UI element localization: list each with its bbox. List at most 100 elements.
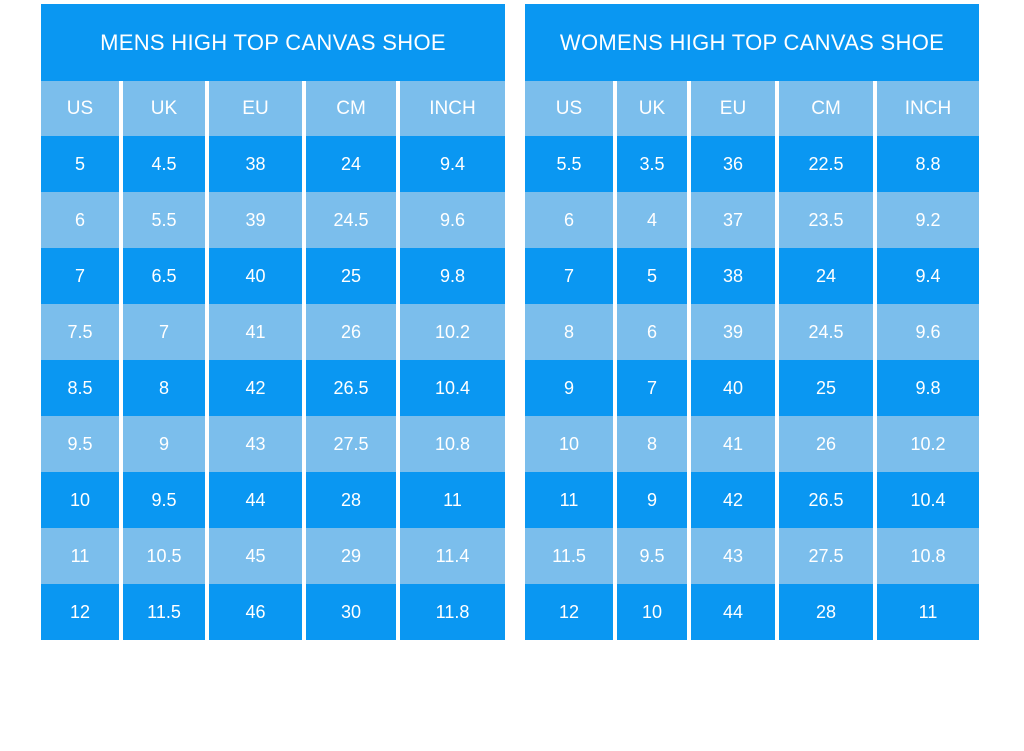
size-cell: 9.6 [877,304,979,360]
column-header-uk: UK [123,81,205,136]
column-header-cm: CM [779,81,873,136]
mens-table-grid: US UK EU CM INCH 5 4.5 38 24 9.4 6 5.5 39 24.5 9.6 7 6.5… [41,81,505,640]
size-cell: 42 [691,472,775,528]
size-cell: 10.4 [877,472,979,528]
column-header-eu: EU [209,81,302,136]
size-cell: 7.5 [41,304,119,360]
size-cell: 43 [691,528,775,584]
size-cell: 8 [123,360,205,416]
size-cell: 11.8 [400,584,505,640]
size-cell: 9.8 [877,360,979,416]
size-cell: 41 [209,304,302,360]
size-cell: 43 [209,416,302,472]
size-cell: 44 [691,584,775,640]
size-cell: 4 [617,192,687,248]
size-cell: 10.8 [877,528,979,584]
womens-size-table: WOMENS HIGH TOP CANVAS SHOE US UK EU CM INCH… [525,4,979,640]
size-cell: 28 [779,584,873,640]
size-cell: 29 [306,528,396,584]
size-cell: 40 [691,360,775,416]
size-cell: 39 [209,192,302,248]
size-cell: 12 [525,584,613,640]
size-cell: 24.5 [779,304,873,360]
size-cell: 8 [525,304,613,360]
size-cell: 36 [691,136,775,192]
size-cell: 7 [123,304,205,360]
size-cell: 5 [617,248,687,304]
mens-size-table: MENS HIGH TOP CANVAS SHOE US UK EU CM INCH 5 4… [41,4,505,640]
size-cell: 11.4 [400,528,505,584]
size-cell: 10.5 [123,528,205,584]
size-cell: 5 [41,136,119,192]
size-cell: 9.2 [877,192,979,248]
column-header-uk: UK [617,81,687,136]
size-cell: 8.5 [41,360,119,416]
size-cell: 11 [41,528,119,584]
mens-table-title: MENS HIGH TOP CANVAS SHOE [41,4,505,81]
size-cell: 11 [400,472,505,528]
size-cell: 26 [779,416,873,472]
size-cell: 7 [617,360,687,416]
size-cell: 9.4 [877,248,979,304]
size-cell: 6.5 [123,248,205,304]
size-cell: 12 [41,584,119,640]
size-cell: 26.5 [779,472,873,528]
size-cell: 10.2 [877,416,979,472]
size-cell: 22.5 [779,136,873,192]
size-cell: 37 [691,192,775,248]
size-cell: 10.2 [400,304,505,360]
size-cell: 9.6 [400,192,505,248]
size-cell: 41 [691,416,775,472]
size-cell: 11.5 [525,528,613,584]
size-cell: 4.5 [123,136,205,192]
size-cell: 44 [209,472,302,528]
size-cell: 9.4 [400,136,505,192]
size-cell: 23.5 [779,192,873,248]
size-cell: 9.8 [400,248,505,304]
size-cell: 5.5 [525,136,613,192]
size-cell: 10 [41,472,119,528]
size-cell: 27.5 [779,528,873,584]
column-header-inch: INCH [400,81,505,136]
size-cell: 10.4 [400,360,505,416]
size-chart-page: MENS HIGH TOP CANVAS SHOE US UK EU CM INCH 5 4… [41,4,979,640]
column-header-inch: INCH [877,81,979,136]
size-cell: 9.5 [41,416,119,472]
size-cell: 39 [691,304,775,360]
size-cell: 9.5 [617,528,687,584]
womens-table-grid: US UK EU CM INCH 5.5 3.5 36 22.5 8.8 6 4 37 23.5 9.2 7 5… [525,81,979,640]
size-cell: 24.5 [306,192,396,248]
size-cell: 25 [779,360,873,416]
womens-table-title: WOMENS HIGH TOP CANVAS SHOE [525,4,979,81]
size-cell: 3.5 [617,136,687,192]
size-cell: 42 [209,360,302,416]
column-header-us: US [41,81,119,136]
size-cell: 6 [525,192,613,248]
size-cell: 45 [209,528,302,584]
column-header-eu: EU [691,81,775,136]
size-cell: 6 [617,304,687,360]
size-cell: 7 [525,248,613,304]
size-cell: 40 [209,248,302,304]
size-cell: 38 [209,136,302,192]
size-cell: 11 [877,584,979,640]
size-cell: 5.5 [123,192,205,248]
size-cell: 24 [306,136,396,192]
size-cell: 9 [617,472,687,528]
column-header-us: US [525,81,613,136]
size-cell: 9.5 [123,472,205,528]
size-cell: 10 [617,584,687,640]
size-cell: 30 [306,584,396,640]
column-header-cm: CM [306,81,396,136]
size-cell: 9 [525,360,613,416]
size-cell: 11 [525,472,613,528]
size-cell: 28 [306,472,396,528]
size-cell: 10.8 [400,416,505,472]
size-cell: 6 [41,192,119,248]
size-cell: 8.8 [877,136,979,192]
size-cell: 26.5 [306,360,396,416]
size-cell: 25 [306,248,396,304]
size-cell: 8 [617,416,687,472]
size-cell: 26 [306,304,396,360]
size-cell: 9 [123,416,205,472]
